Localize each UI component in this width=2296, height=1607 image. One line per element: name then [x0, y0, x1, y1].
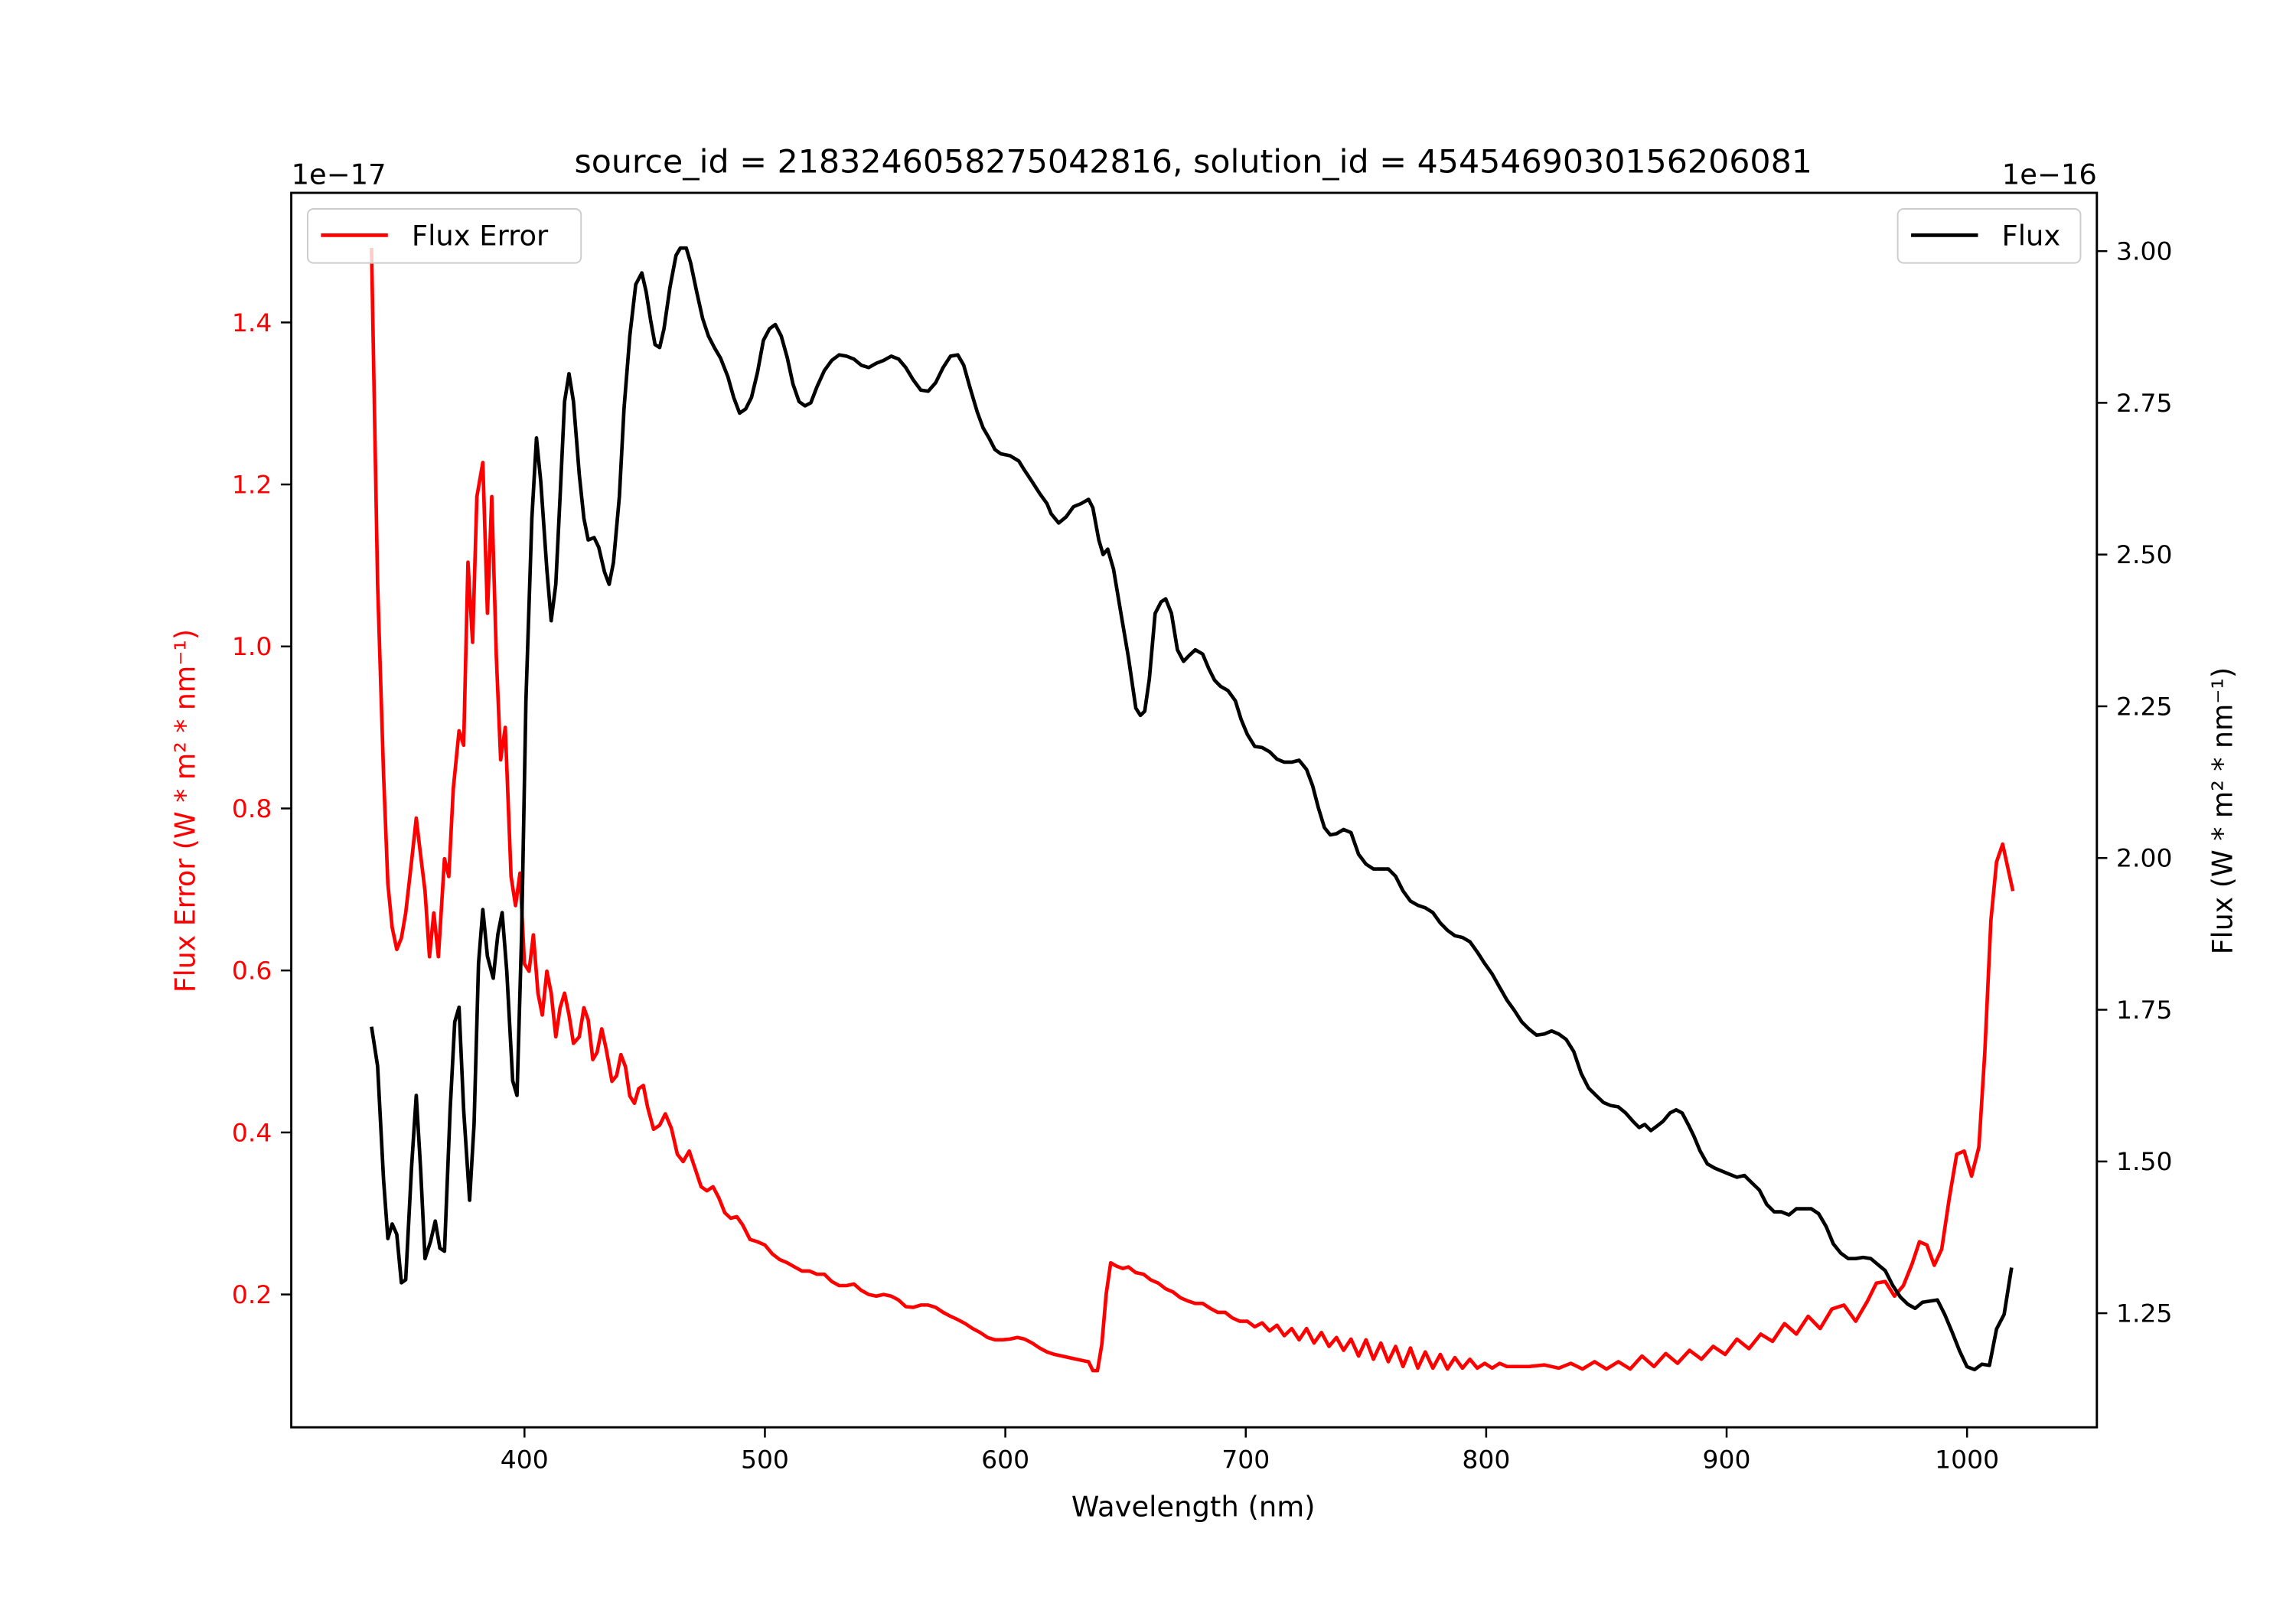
legend-box [306, 208, 582, 264]
flux-line [370, 246, 2014, 1372]
legend-box [1896, 208, 2082, 264]
x-tick-label: 1000 [1935, 1446, 1999, 1475]
left-y-tick-label: 0.2 [232, 1280, 272, 1309]
x-tick-label: 900 [1703, 1446, 1751, 1475]
x-tick-label: 500 [741, 1446, 789, 1475]
legend-label-flux: Flux [2002, 220, 2061, 253]
x-tick-label: 600 [981, 1446, 1029, 1475]
x-tick-label: 800 [1462, 1446, 1510, 1475]
right-y-tick-label: 1.25 [2116, 1299, 2172, 1328]
right-y-tick-label: 2.00 [2116, 844, 2172, 873]
chart-marks: 400 500 600 700 800 900 1000 0.2 0.4 0.6 0.8 1.0 1.2… [232, 237, 2173, 1475]
right-y-tick-label: 2.50 [2116, 540, 2172, 569]
left-y-tick-label: 1.0 [232, 632, 272, 661]
right-y-tick-label: 1.50 [2116, 1148, 2172, 1177]
left-y-axis-label: Flux Error (W * m² * nm⁻¹) [168, 629, 201, 993]
plot-frame [290, 191, 2099, 1429]
right-y-axis-label: Flux (W * m² * nm⁻¹) [2206, 667, 2239, 954]
left-y-tick-label: 0.6 [232, 957, 272, 986]
right-y-tick-label: 2.25 [2116, 693, 2172, 722]
x-axis-label: Wavelength (nm) [1071, 1491, 1316, 1524]
right-y-tick-label: 1.75 [2116, 996, 2172, 1025]
left-axis-offset: 1e−17 [292, 158, 386, 191]
legend-flux-error: Flux Error [306, 208, 582, 264]
left-y-tick-label: 1.2 [232, 471, 272, 500]
legend-label-flux-error: Flux Error [412, 220, 549, 253]
x-tick-label: 400 [501, 1446, 549, 1475]
chart-title: source_id = 2183246058275042816, solutio… [574, 143, 1812, 181]
flux-error-line [370, 247, 2015, 1373]
right-axis-offset: 1e−16 [2002, 158, 2097, 191]
right-y-tick-label: 3.00 [2116, 237, 2172, 266]
right-y-tick-label: 2.75 [2116, 389, 2172, 418]
legend-flux: Flux [1896, 208, 2082, 264]
left-y-tick-label: 0.4 [232, 1119, 272, 1148]
left-y-tick-label: 0.8 [232, 794, 272, 823]
left-y-tick-label: 1.4 [232, 308, 272, 337]
x-tick-label: 700 [1221, 1446, 1270, 1475]
